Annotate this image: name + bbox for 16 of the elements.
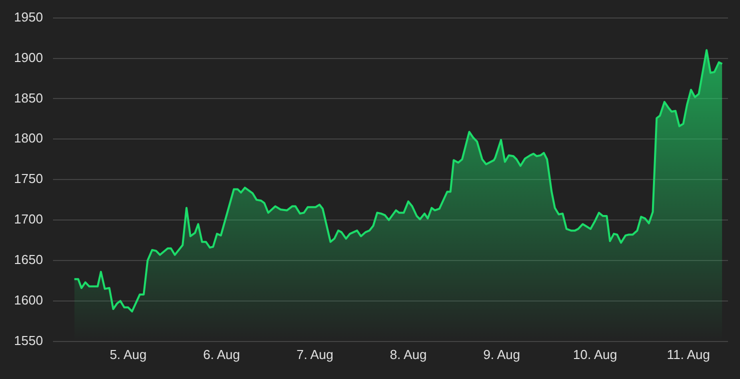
x-tick-label: 7. Aug — [296, 346, 334, 362]
x-tick-label: 6. Aug — [203, 346, 240, 362]
y-tick-label: 1800 — [14, 130, 43, 146]
x-tick-label: 10. Aug — [573, 346, 618, 362]
x-tick-label: 5. Aug — [110, 346, 147, 362]
y-tick-label: 1850 — [14, 90, 43, 106]
y-tick-label: 1900 — [14, 50, 43, 65]
y-tick-label: 1750 — [14, 171, 43, 186]
x-tick-label: 11. Aug — [666, 346, 710, 362]
y-tick-label: 1950 — [14, 9, 43, 24]
x-tick-label: 9. Aug — [483, 346, 520, 362]
y-tick-label: 1650 — [14, 252, 43, 268]
y-tick-label: 1550 — [14, 332, 43, 348]
y-tick-label: 1600 — [14, 292, 43, 308]
x-tick-label: 8. Aug — [390, 346, 427, 362]
y-tick-label: 1700 — [14, 212, 43, 227]
